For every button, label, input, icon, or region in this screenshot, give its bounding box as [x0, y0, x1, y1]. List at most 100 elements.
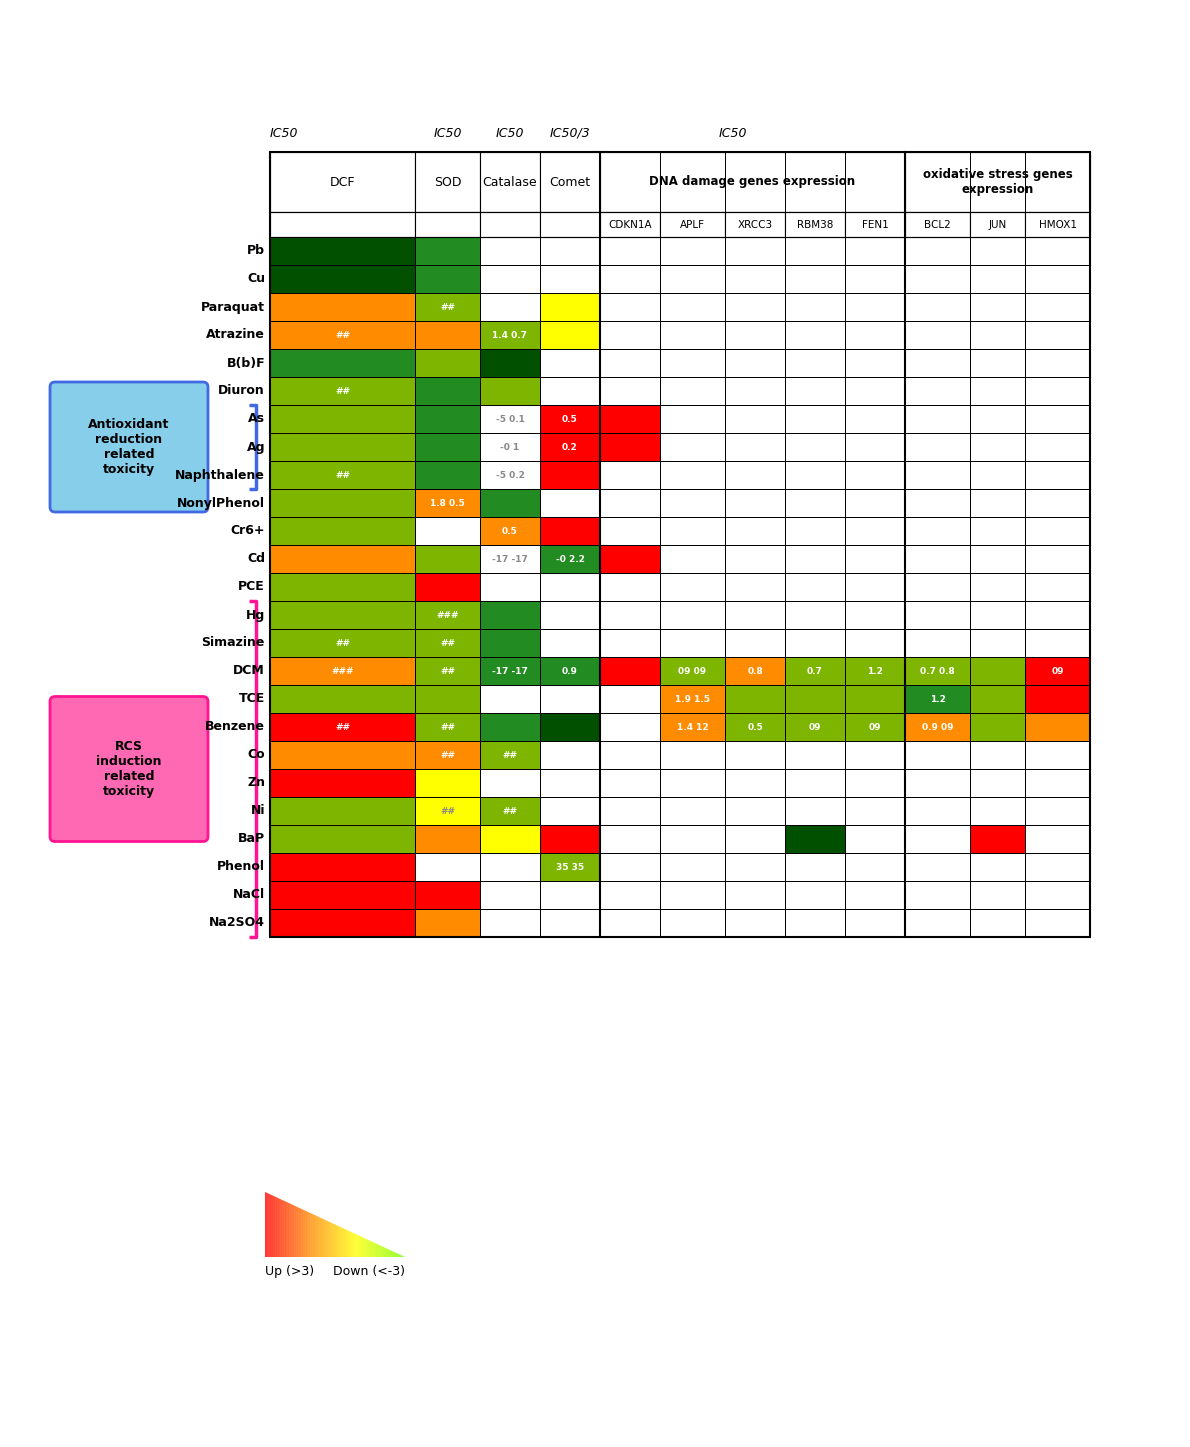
- Bar: [600, 657, 660, 684]
- Bar: [415, 378, 480, 405]
- Bar: [600, 433, 660, 462]
- Bar: [270, 462, 415, 489]
- Bar: [785, 405, 845, 433]
- Bar: [845, 741, 906, 768]
- Bar: [540, 741, 600, 768]
- Text: ##: ##: [440, 667, 455, 676]
- Text: ##: ##: [502, 751, 518, 760]
- Bar: [785, 797, 845, 825]
- Bar: [845, 405, 906, 433]
- Bar: [270, 713, 415, 741]
- Bar: [480, 601, 540, 629]
- Bar: [480, 881, 540, 909]
- Text: XRCC3: XRCC3: [738, 220, 772, 230]
- Bar: [660, 265, 725, 292]
- Bar: [845, 265, 906, 292]
- Bar: [480, 462, 540, 489]
- Text: 0.9 09: 0.9 09: [922, 722, 953, 732]
- Bar: [906, 881, 970, 909]
- Bar: [660, 489, 725, 517]
- Bar: [480, 741, 540, 768]
- Bar: [845, 629, 906, 657]
- Bar: [845, 489, 906, 517]
- Bar: [845, 433, 906, 462]
- Text: 0.9: 0.9: [562, 667, 578, 676]
- Bar: [540, 378, 600, 405]
- Bar: [270, 489, 415, 517]
- Bar: [906, 237, 970, 265]
- Text: -0 1: -0 1: [500, 443, 520, 451]
- Bar: [725, 768, 785, 797]
- Bar: [845, 378, 906, 405]
- Bar: [415, 517, 480, 546]
- Bar: [540, 292, 600, 321]
- Bar: [540, 797, 600, 825]
- Text: IC50: IC50: [719, 127, 747, 140]
- Bar: [270, 797, 415, 825]
- Bar: [660, 713, 725, 741]
- Bar: [600, 881, 660, 909]
- Bar: [725, 629, 785, 657]
- Text: DCM: DCM: [233, 664, 265, 677]
- Bar: [906, 684, 970, 713]
- Text: B(b)F: B(b)F: [226, 356, 265, 369]
- Text: Down (<-3): Down (<-3): [333, 1265, 405, 1278]
- Bar: [540, 237, 600, 265]
- Bar: [906, 825, 970, 852]
- Bar: [1025, 629, 1090, 657]
- Bar: [725, 825, 785, 852]
- Bar: [845, 601, 906, 629]
- Bar: [1025, 797, 1090, 825]
- Bar: [970, 462, 1025, 489]
- Bar: [660, 349, 725, 378]
- FancyBboxPatch shape: [50, 696, 208, 842]
- Bar: [540, 546, 600, 573]
- Bar: [600, 684, 660, 713]
- Bar: [540, 321, 600, 349]
- Bar: [725, 517, 785, 546]
- Bar: [970, 546, 1025, 573]
- Bar: [970, 213, 1025, 237]
- Text: ##: ##: [440, 751, 455, 760]
- Bar: [600, 741, 660, 768]
- Text: Benzene: Benzene: [205, 721, 265, 734]
- Bar: [725, 462, 785, 489]
- Bar: [600, 601, 660, 629]
- Bar: [660, 909, 725, 938]
- Bar: [415, 462, 480, 489]
- Bar: [970, 713, 1025, 741]
- Text: Ni: Ni: [251, 805, 265, 818]
- Bar: [970, 852, 1025, 881]
- Text: Na2SO4: Na2SO4: [209, 916, 265, 929]
- Bar: [415, 433, 480, 462]
- Bar: [270, 881, 415, 909]
- Bar: [1025, 405, 1090, 433]
- Bar: [270, 321, 415, 349]
- Bar: [970, 825, 1025, 852]
- Bar: [660, 321, 725, 349]
- Text: -17 -17: -17 -17: [491, 554, 528, 563]
- Text: ###: ###: [437, 611, 459, 619]
- Bar: [660, 462, 725, 489]
- Bar: [1025, 713, 1090, 741]
- Text: IC50/3: IC50/3: [550, 127, 590, 140]
- Bar: [725, 657, 785, 684]
- Text: Cr6+: Cr6+: [231, 524, 265, 537]
- Bar: [540, 152, 600, 213]
- Bar: [785, 825, 845, 852]
- Bar: [415, 237, 480, 265]
- Bar: [1025, 378, 1090, 405]
- Bar: [785, 433, 845, 462]
- Bar: [480, 433, 540, 462]
- Bar: [970, 378, 1025, 405]
- Bar: [480, 797, 540, 825]
- Bar: [660, 517, 725, 546]
- Text: ##: ##: [440, 806, 455, 816]
- Text: -17 -17: -17 -17: [491, 667, 528, 676]
- Bar: [415, 684, 480, 713]
- Bar: [906, 349, 970, 378]
- Bar: [1025, 852, 1090, 881]
- Bar: [785, 292, 845, 321]
- Text: Naphthalene: Naphthalene: [175, 469, 265, 482]
- Bar: [415, 825, 480, 852]
